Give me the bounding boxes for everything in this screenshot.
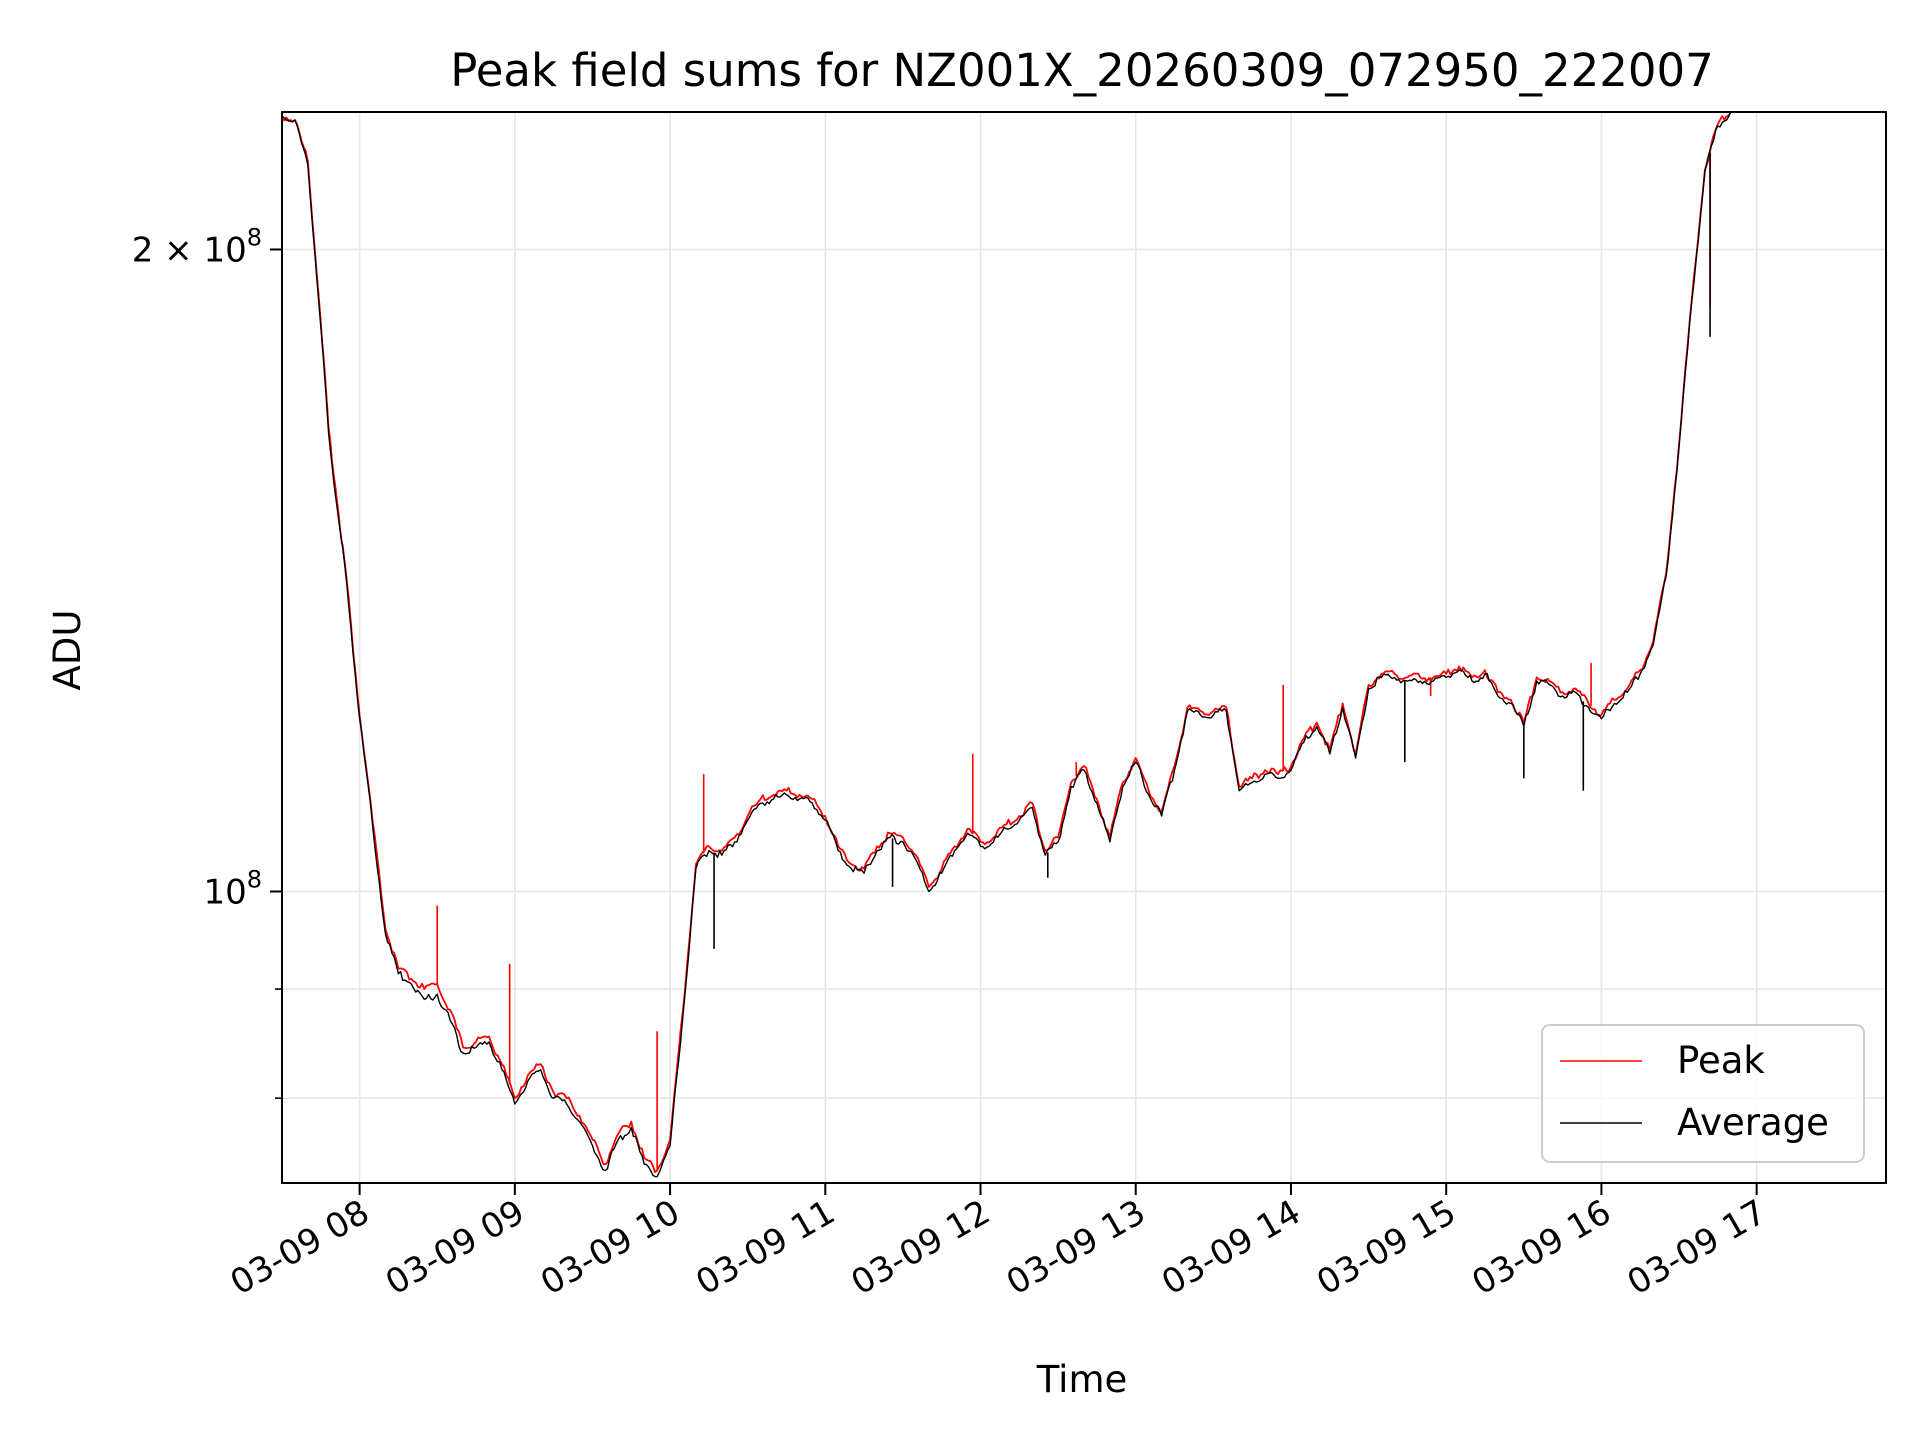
grid-lines: [282, 112, 1886, 1183]
chart-title: Peak field sums for NZ001X_20260309_0729…: [450, 44, 1714, 97]
legend-peak-label: Peak: [1677, 1039, 1765, 1082]
y-tick-label: 108: [203, 865, 262, 912]
legend-box: [1541, 1024, 1865, 1163]
series-layer: [282, 112, 1732, 1178]
legend-average-label: Average: [1677, 1101, 1829, 1144]
y-tick-label: 2 × 108: [132, 223, 262, 270]
y-axis-label: ADU: [46, 610, 89, 691]
x-axis-label: Time: [1036, 1358, 1128, 1401]
series-line-average: [282, 112, 1732, 1178]
legend: Peak Average: [1541, 1024, 1865, 1163]
plot-frame: [281, 111, 1887, 1184]
series-line-peak: [282, 112, 1732, 1174]
